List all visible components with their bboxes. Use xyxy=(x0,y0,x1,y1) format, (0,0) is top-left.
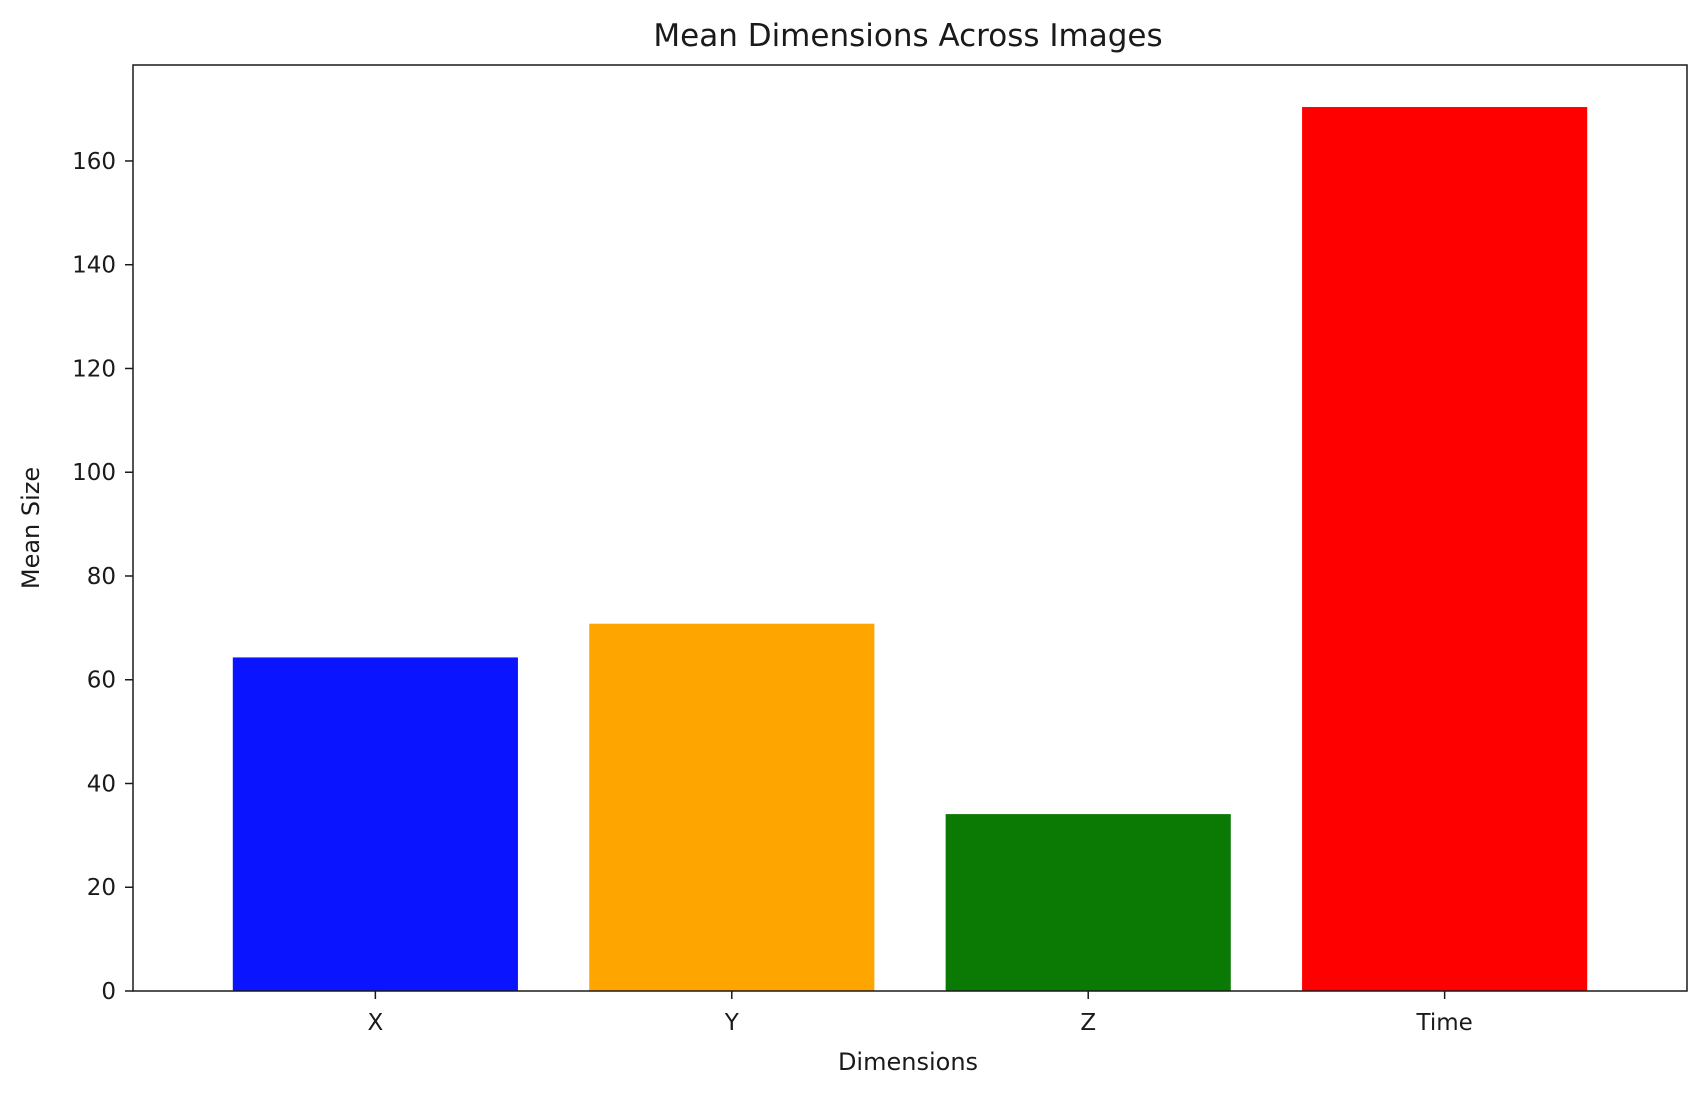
y-tick-label: 100 xyxy=(72,460,116,486)
bar-z xyxy=(945,814,1231,991)
x-tick-label: Z xyxy=(1080,1010,1096,1036)
y-tick-label: 140 xyxy=(72,253,116,279)
x-tick-label: Time xyxy=(1415,1010,1472,1036)
x-axis-label: Dimensions xyxy=(838,1048,978,1076)
plot-frame xyxy=(132,64,1688,992)
y-axis-label: Mean Size xyxy=(17,467,45,589)
y-tick-label: 120 xyxy=(72,356,116,382)
y-axis-ticks: 0 20 40 60 80 100 120 140 160 xyxy=(72,149,133,1005)
bars-layer xyxy=(232,107,1588,992)
bar-y xyxy=(589,623,875,991)
y-tick-label: 0 xyxy=(101,979,116,1005)
x-axis-ticks: X Y Z Time xyxy=(367,991,1473,1036)
chart-title: Mean Dimensions Across Images xyxy=(653,18,1162,54)
y-tick-label: 40 xyxy=(87,771,116,797)
x-tick-label: X xyxy=(367,1010,383,1036)
y-tick-label: 80 xyxy=(87,564,116,590)
bar-time xyxy=(1302,107,1588,992)
x-tick-label: Y xyxy=(724,1010,740,1036)
y-tick-label: 160 xyxy=(72,149,116,175)
y-tick-label: 60 xyxy=(87,668,116,694)
y-tick-label: 20 xyxy=(87,875,116,901)
bar-x xyxy=(232,657,518,991)
